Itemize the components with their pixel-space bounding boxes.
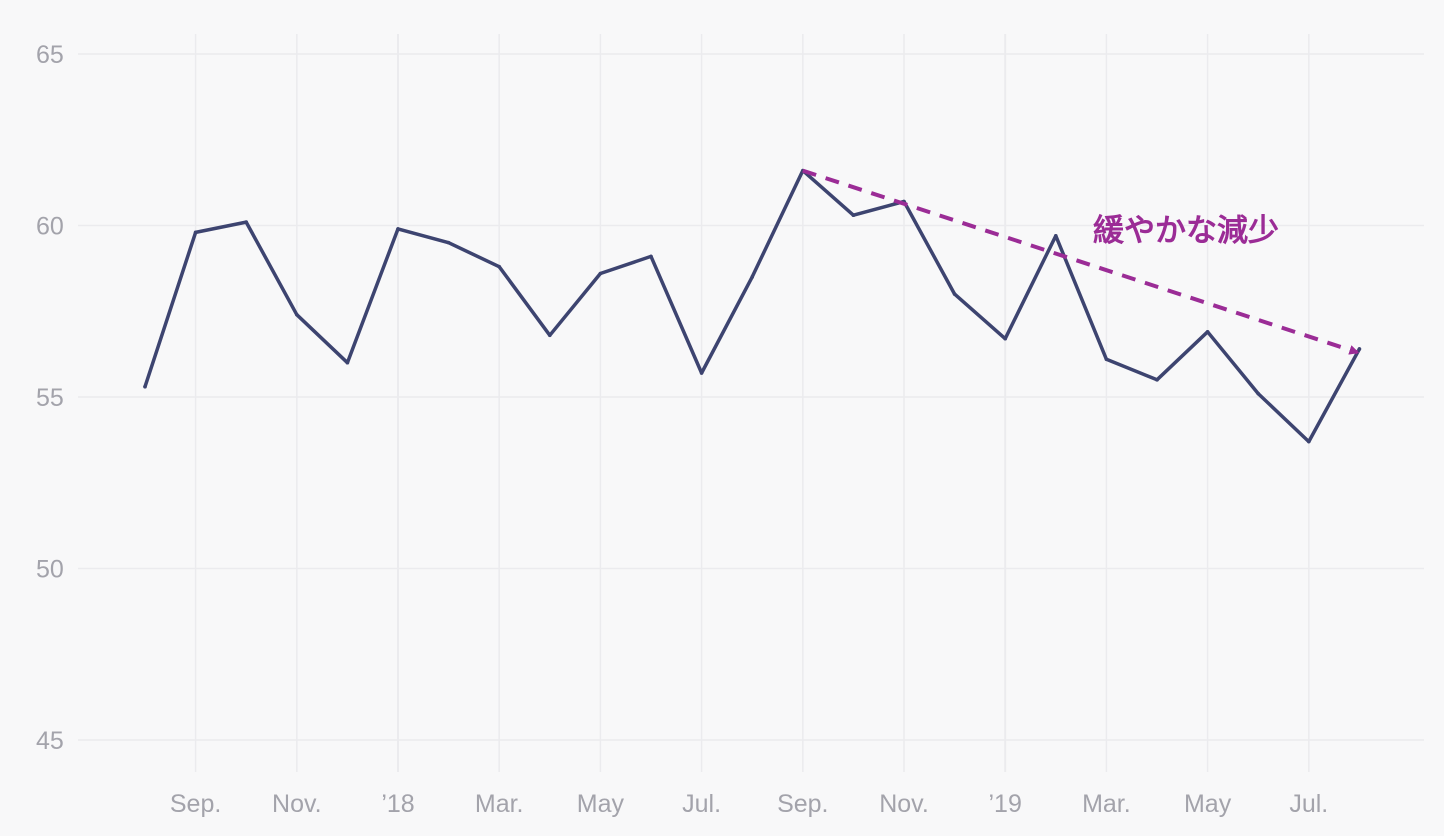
- x-tick-label: Mar.: [1082, 790, 1131, 818]
- gridlines: [78, 34, 1424, 772]
- data-point: [1256, 391, 1260, 396]
- data-point: [1054, 233, 1058, 238]
- x-tick-label: Sep.: [170, 790, 221, 818]
- data-point: [1104, 357, 1109, 362]
- data-point: [548, 333, 552, 338]
- x-tick-label: May: [577, 790, 625, 818]
- data-point: [446, 240, 451, 245]
- y-tick-label: 60: [36, 213, 64, 241]
- data-point: [1003, 336, 1007, 341]
- data-point: [497, 264, 502, 269]
- data-point: [244, 220, 248, 224]
- y-tick-label: 65: [36, 41, 64, 69]
- x-tick-label: Sep.: [777, 790, 828, 818]
- x-tick-label: Mar.: [475, 790, 524, 818]
- x-axis: Sep. Nov. ’18 Mar. May Jul. Sep. Nov. ’19 Mar. May…: [170, 790, 1328, 818]
- y-tick-label: 45: [36, 727, 64, 755]
- data-point: [598, 271, 603, 276]
- x-tick-label: Jul.: [1289, 790, 1328, 818]
- data-point: [649, 254, 653, 259]
- data-point: [295, 312, 299, 317]
- data-point: [699, 371, 704, 375]
- x-tick-label: ’18: [381, 790, 414, 818]
- data-point: [193, 230, 198, 235]
- annotation-layer: 緩やかな減少: [802, 168, 1360, 355]
- series-line: [143, 168, 1362, 444]
- data-point: [1205, 330, 1210, 334]
- data-point: [143, 384, 147, 389]
- data-point: [1155, 378, 1159, 382]
- trend-arrow: [802, 168, 1360, 355]
- data-point: [1357, 347, 1362, 351]
- x-tick-label: ’19: [989, 790, 1022, 818]
- data-point: [750, 275, 754, 279]
- data-point: [396, 227, 400, 231]
- x-tick-label: Nov.: [879, 790, 929, 818]
- y-tick-label: 55: [36, 384, 64, 412]
- x-tick-label: May: [1184, 790, 1232, 818]
- data-point: [345, 360, 350, 365]
- y-axis: 45 50 55 60 65: [36, 41, 64, 755]
- data-point: [1307, 439, 1311, 444]
- y-tick-label: 50: [36, 556, 64, 584]
- data-point: [851, 213, 856, 218]
- series-layer: [143, 168, 1362, 444]
- annotation-label: 緩やかな減少: [1093, 213, 1279, 249]
- x-tick-label: Jul.: [682, 790, 721, 818]
- x-tick-label: Nov.: [272, 790, 322, 818]
- data-point: [952, 292, 957, 296]
